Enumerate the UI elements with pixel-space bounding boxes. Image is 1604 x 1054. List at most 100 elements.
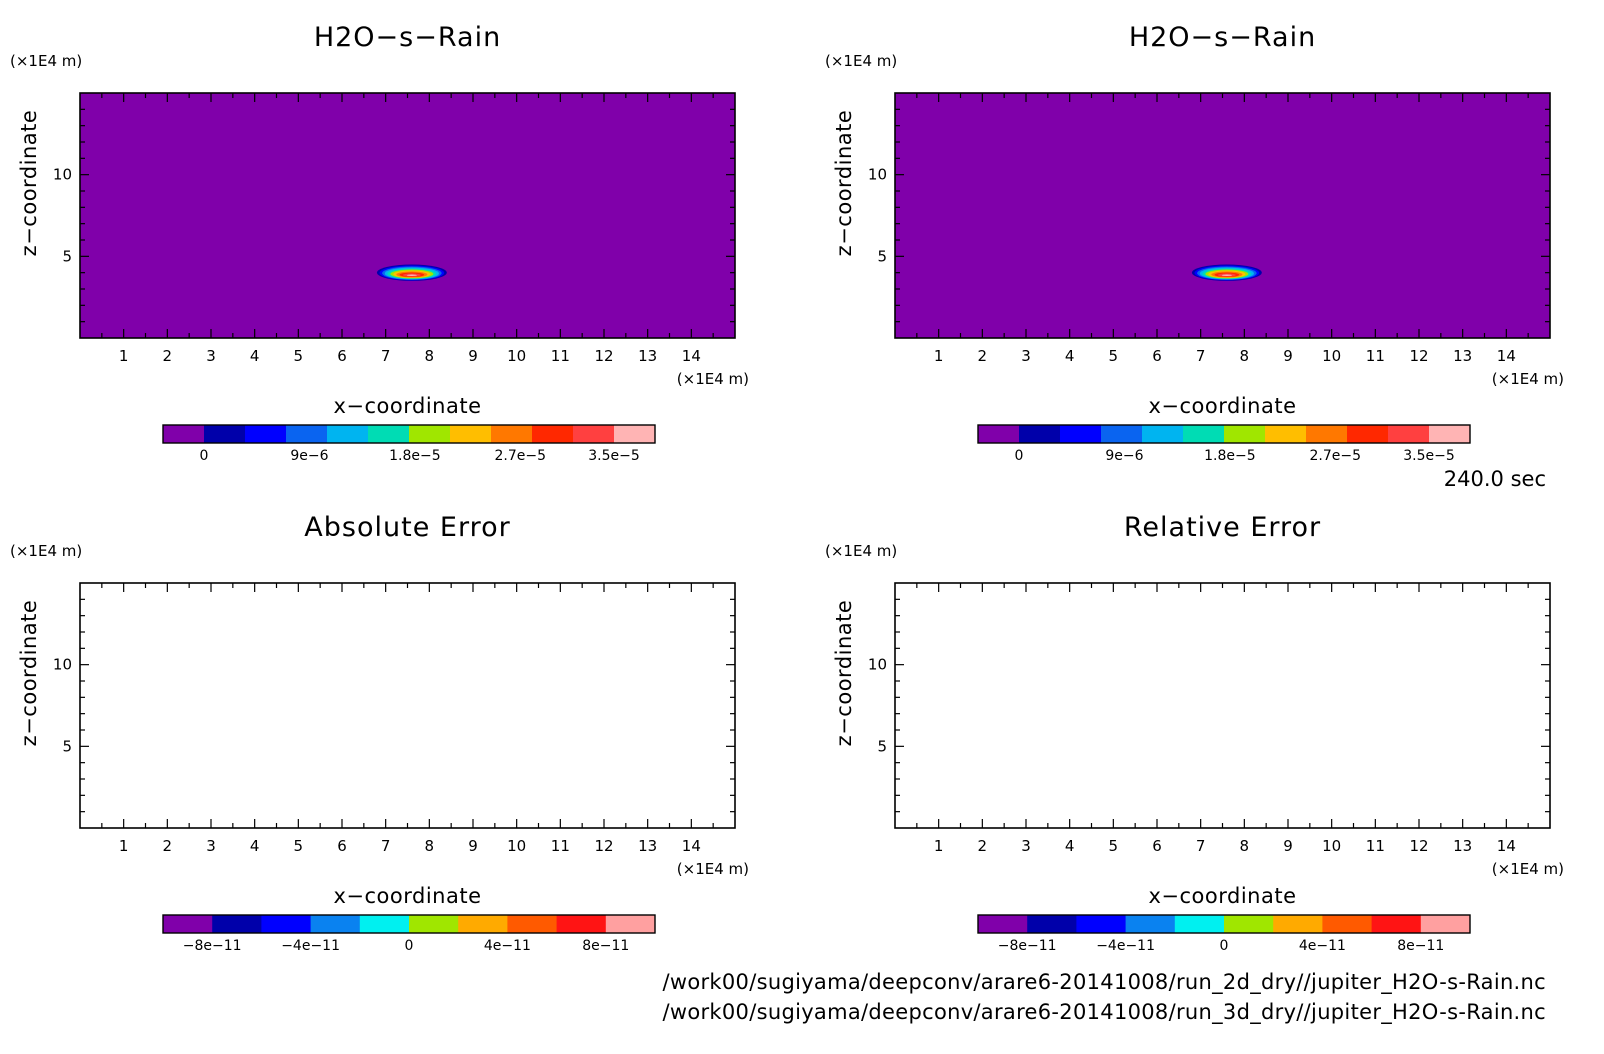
x-tick-label: 13 xyxy=(1453,837,1472,855)
x-tick-label: 8 xyxy=(1240,347,1250,365)
x-tick-label: 7 xyxy=(1196,347,1206,365)
x-tick-label: 13 xyxy=(638,837,657,855)
x-tick-label: 11 xyxy=(551,347,570,365)
colorbar-bin xyxy=(556,915,607,933)
contour-level-11 xyxy=(1221,274,1232,277)
x-unit-label: (×1E4 m) xyxy=(1492,860,1564,878)
x-tick-label: 9 xyxy=(468,347,478,365)
x-tick-label: 14 xyxy=(1497,347,1516,365)
colorbar-bin xyxy=(450,425,492,443)
colorbar-bin xyxy=(409,425,451,443)
colorbar-tick-label: 1.8e−5 xyxy=(389,448,441,464)
y-axis-label: z−coordinate xyxy=(17,110,41,257)
x-unit-label: (×1E4 m) xyxy=(1492,370,1564,388)
colorbar-bin xyxy=(1076,915,1127,933)
x-tick-label: 1 xyxy=(934,347,944,365)
x-tick-label: 2 xyxy=(163,837,173,855)
colorbar: 0 9e−6 1.8e−5 2.7e−5 3.5e−5 xyxy=(977,424,1471,464)
x-tick-label: 6 xyxy=(337,347,347,365)
colorbar-tick-label: 8e−11 xyxy=(1397,938,1444,954)
panel-title: Relative Error xyxy=(1124,512,1321,543)
x-tick-label: 1 xyxy=(119,347,129,365)
colorbar-bin xyxy=(1183,425,1225,443)
colorbar-bin xyxy=(978,915,1028,933)
colorbar-tick-label: 0 xyxy=(1220,938,1229,954)
colorbar-tick-label: 2.7e−5 xyxy=(1310,448,1362,464)
colorbar: 0 9e−6 1.8e−5 2.7e−5 3.5e−5 xyxy=(162,424,656,464)
plot-area xyxy=(80,583,735,828)
y-tick-label: 5 xyxy=(62,737,72,755)
colorbar-bin xyxy=(1420,915,1471,933)
colorbar-bin xyxy=(1347,425,1389,443)
y-axis-label: z−coordinate xyxy=(832,600,856,747)
colorbar-tick-label: −8e−11 xyxy=(998,938,1057,954)
plot-area xyxy=(895,583,1550,828)
colorbar-bin xyxy=(573,425,615,443)
y-tick-label: 5 xyxy=(62,247,72,265)
colorbar-bin xyxy=(409,915,459,933)
x-tick-label: 3 xyxy=(1021,837,1031,855)
x-tick-label: 2 xyxy=(163,347,173,365)
x-tick-label: 2 xyxy=(978,347,988,365)
colorbar-bin xyxy=(1306,425,1348,443)
colorbar-bin xyxy=(532,425,574,443)
x-tick-label: 4 xyxy=(1065,347,1075,365)
panel-3: Absolute Error(×1E4 m)1 2 3 4 5 6 7 8 9 10 11 12 13 1… xyxy=(10,512,749,954)
colorbar: −8e−11 −4e−11 0 4e−11 8e−11 xyxy=(162,914,656,954)
plot-area xyxy=(895,93,1550,338)
colorbar-bin xyxy=(1125,915,1176,933)
y-axis-label: z−coordinate xyxy=(17,600,41,747)
colorbar-bin xyxy=(245,425,287,443)
x-tick-label: 14 xyxy=(682,347,701,365)
y-axis-label: z−coordinate xyxy=(832,110,856,257)
x-tick-label: 12 xyxy=(1409,347,1428,365)
x-tick-label: 13 xyxy=(1453,347,1472,365)
colorbar-tick-label: 9e−6 xyxy=(290,448,328,464)
x-tick-label: 4 xyxy=(250,347,260,365)
colorbar-bin xyxy=(1224,915,1274,933)
colorbar-bin xyxy=(359,915,410,933)
colorbar-frame xyxy=(977,424,1471,444)
x-tick-label: 14 xyxy=(682,837,701,855)
colorbar-bin xyxy=(163,425,205,443)
x-unit-label: (×1E4 m) xyxy=(677,370,749,388)
colorbar-bin xyxy=(1027,915,1077,933)
colorbar-bin xyxy=(286,425,328,443)
x-tick-label: 7 xyxy=(381,837,391,855)
x-axis-label: x−coordinate xyxy=(333,394,481,418)
colorbar-tick-label: 1.8e−5 xyxy=(1204,448,1256,464)
colorbar-bin xyxy=(1142,425,1184,443)
colorbar-bin xyxy=(978,425,1020,443)
colorbar-bin xyxy=(491,425,533,443)
plot-area xyxy=(80,93,735,338)
colorbar-bin xyxy=(204,425,246,443)
x-axis-label: x−coordinate xyxy=(333,884,481,908)
x-tick-label: 5 xyxy=(1109,347,1119,365)
panel-title: H2O−s−Rain xyxy=(1129,22,1316,53)
x-tick-label: 11 xyxy=(1366,837,1385,855)
x-tick-label: 5 xyxy=(294,837,304,855)
x-axis-label: x−coordinate xyxy=(1148,394,1296,418)
x-tick-label: 4 xyxy=(1065,837,1075,855)
x-tick-label: 7 xyxy=(381,347,391,365)
x-tick-label: 6 xyxy=(337,837,347,855)
colorbar-bin xyxy=(163,915,213,933)
y-tick-label: 10 xyxy=(868,166,887,184)
colorbar-bin xyxy=(614,425,656,443)
colorbar-bin xyxy=(1265,425,1307,443)
x-tick-label: 8 xyxy=(425,837,435,855)
colorbar-bin xyxy=(1371,915,1422,933)
colorbar-bin xyxy=(1060,425,1102,443)
colorbar-tick-label: 9e−6 xyxy=(1105,448,1143,464)
colorbar-frame xyxy=(162,424,656,444)
colorbar-tick-label: 4e−11 xyxy=(484,938,531,954)
x-tick-label: 10 xyxy=(1322,347,1341,365)
colorbar-tick-label: 0 xyxy=(200,448,209,464)
x-tick-label: 10 xyxy=(507,837,526,855)
y-unit-label: (×1E4 m) xyxy=(10,542,82,560)
time-label: 240.0 sec xyxy=(1444,467,1546,491)
colorbar-tick-label: 3.5e−5 xyxy=(1403,448,1455,464)
y-tick-label: 10 xyxy=(53,656,72,674)
y-tick-label: 5 xyxy=(877,737,887,755)
panel-4: Relative Error(×1E4 m)1 2 3 4 5 6 7 8 9 10 11 12 13 1… xyxy=(825,512,1564,954)
